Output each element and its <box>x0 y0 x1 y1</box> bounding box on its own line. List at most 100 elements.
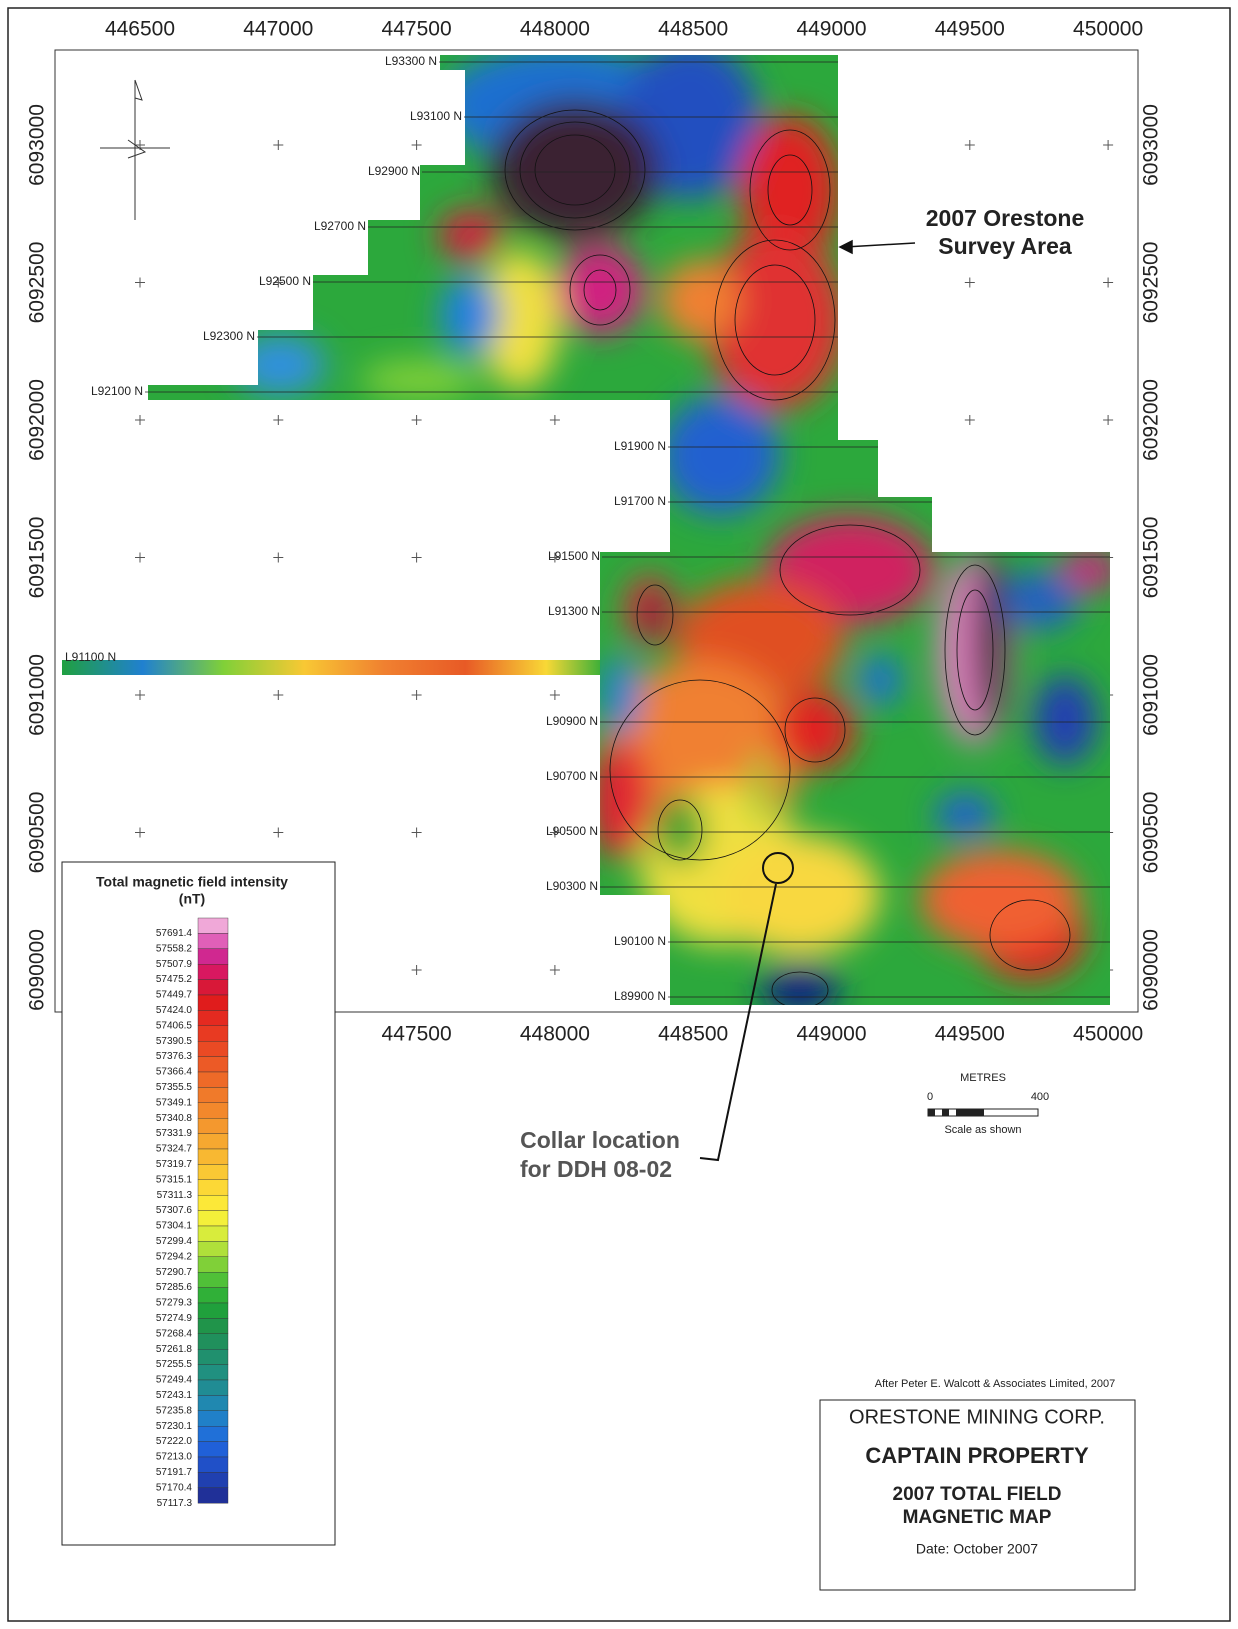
survey-pointer <box>838 239 916 255</box>
line-label: L90700 N <box>546 769 598 783</box>
line-label: L90900 N <box>546 714 598 728</box>
grid-cross <box>411 965 422 975</box>
scale-tick: 0 <box>927 1091 933 1103</box>
collar-label: Collar location <box>520 1127 680 1153</box>
line-label: L90100 N <box>614 934 666 948</box>
legend-label: 57331.9 <box>156 1128 193 1139</box>
scale-bar: METRES 0 400 Scale as shown <box>927 1072 1049 1136</box>
legend-label: 57249.4 <box>156 1375 193 1386</box>
legend-swatch <box>197 1333 229 1350</box>
legend-swatch <box>197 1102 229 1119</box>
legend-label: 57294.2 <box>156 1251 193 1262</box>
line-label: L93100 N <box>410 109 462 123</box>
legend-label: 57304.1 <box>156 1221 193 1232</box>
x-tick-label: 447000 <box>243 18 313 41</box>
property: CAPTAIN PROPERTY <box>865 1443 1089 1468</box>
contours <box>504 109 1071 1005</box>
collar-label: for DDH 08-02 <box>520 1156 672 1182</box>
legend-swatch <box>197 1117 229 1134</box>
line-label: L92500 N <box>259 274 311 288</box>
legend-swatch <box>197 1472 229 1489</box>
grid-cross <box>549 690 560 700</box>
legend-label: 57355.5 <box>156 1082 193 1093</box>
grid-cross <box>964 277 975 288</box>
legend-swatch <box>197 1441 229 1458</box>
grid-cross <box>273 277 284 288</box>
y-tick-label: 6092000 <box>26 379 49 461</box>
x-tick-label: 449000 <box>796 18 866 41</box>
legend-swatch <box>197 1056 229 1073</box>
y-tick-label: 6091000 <box>1140 654 1163 736</box>
scale-note: Scale as shown <box>944 1124 1021 1136</box>
grid-cross <box>273 552 284 563</box>
legend-label: 57558.2 <box>156 943 193 954</box>
grid-cross <box>549 965 560 975</box>
legend-label: 57274.9 <box>156 1313 193 1324</box>
legend-label: 57315.1 <box>156 1174 193 1185</box>
legend-label: 57261.8 <box>156 1344 193 1355</box>
legend-label: 57475.2 <box>156 974 193 985</box>
legend-label: 57243.1 <box>156 1390 193 1401</box>
legend-label: 57213.0 <box>156 1452 193 1463</box>
legend-label: 57255.5 <box>156 1359 193 1370</box>
legend-swatch <box>197 1194 229 1211</box>
legend-swatch <box>197 1148 229 1165</box>
legend-label: 57390.5 <box>156 1036 193 1047</box>
legend-label: 57235.8 <box>156 1405 193 1416</box>
map-title: 2007 TOTAL FIELD <box>893 1484 1062 1505</box>
y-tick-label: 6091500 <box>26 517 49 599</box>
legend-swatch <box>197 1210 229 1227</box>
grid-cross <box>411 552 422 563</box>
grid-cross <box>964 140 975 150</box>
x-tick-label: 448000 <box>520 18 590 41</box>
legend-label: 57340.8 <box>156 1113 193 1124</box>
legend-swatch <box>197 1010 229 1027</box>
legend-swatch <box>197 1271 229 1288</box>
legend-label: 57376.3 <box>156 1051 193 1062</box>
collar-pointer <box>699 852 794 1162</box>
company: ORESTONE MINING CORP. <box>849 1406 1105 1428</box>
x-tick-label: 449500 <box>935 1023 1005 1046</box>
legend-swatch <box>197 1395 229 1412</box>
legend-swatch <box>197 1256 229 1273</box>
grid-cross <box>549 415 560 425</box>
legend-label: 57406.5 <box>156 1020 193 1031</box>
legend-label: 57170.4 <box>156 1482 193 1493</box>
legend-swatch <box>197 1425 229 1442</box>
legend-swatch <box>197 1071 229 1088</box>
grid-cross <box>411 415 422 425</box>
y-tick-label: 6092000 <box>1140 379 1163 461</box>
x-tick-label: 448000 <box>520 1023 590 1046</box>
legend-label: 57299.4 <box>156 1236 193 1247</box>
grid-cross <box>273 415 284 425</box>
grid-cross <box>411 827 422 838</box>
grid-cross <box>411 690 422 700</box>
page-border <box>7 7 1231 1622</box>
legend-swatch <box>197 1364 229 1381</box>
title-block: ORESTONE MINING CORP. CAPTAIN PROPERTY 2… <box>819 1399 1136 1591</box>
x-tick-label: 448500 <box>658 18 728 41</box>
grid-cross <box>135 690 145 700</box>
line-label: L91500 N <box>548 549 600 563</box>
grid-cross <box>1103 140 1114 150</box>
survey-lines: L93300 N L93100 N L92900 N L92700 N L92500 N… <box>65 54 1110 1003</box>
grid-cross <box>135 827 145 838</box>
legend-label: 57307.6 <box>156 1205 193 1216</box>
legend-items: 57691.4 57558.2 57507.9 57475.2 57449.7 57424… <box>156 917 229 1509</box>
legend-label: 57324.7 <box>156 1144 193 1155</box>
x-tick-label: 446500 <box>105 18 175 41</box>
legend-swatch <box>197 933 229 950</box>
scale-tick: 400 <box>1031 1091 1049 1103</box>
legend-label: 57319.7 <box>156 1159 193 1170</box>
y-tick-label: 6090000 <box>26 929 49 1011</box>
credit: After Peter E. Walcott & Associates Limi… <box>875 1378 1115 1390</box>
x-tick-label: 450000 <box>1073 1023 1143 1046</box>
line-label: L93300 N <box>385 54 437 68</box>
line-label: L92900 N <box>368 164 420 178</box>
y-tick-label: 6090500 <box>26 792 49 874</box>
legend-swatch <box>197 994 229 1011</box>
legend-label: 57222.0 <box>156 1436 193 1447</box>
legend-swatch <box>197 1164 229 1181</box>
legend-label: 57268.4 <box>156 1328 193 1339</box>
